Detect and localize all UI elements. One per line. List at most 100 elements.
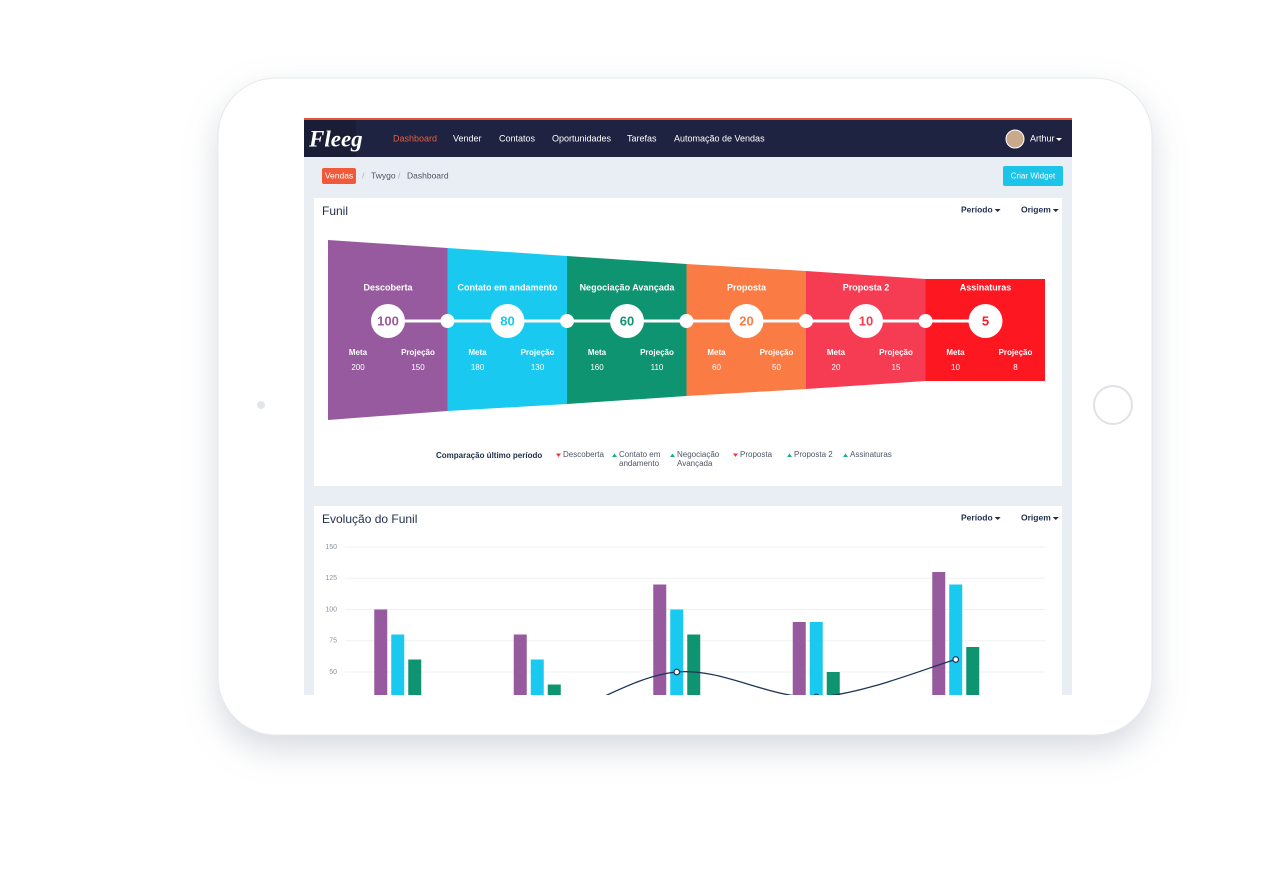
separator: / — [362, 170, 365, 180]
caret — [994, 209, 1001, 212]
projection-value: 15 — [892, 363, 901, 372]
button-label[interactable]: Criar Widget — [1011, 172, 1056, 181]
line-point — [673, 668, 681, 676]
bar — [966, 647, 980, 695]
nav-item[interactable]: Tarefas — [627, 133, 657, 143]
meta-value: 180 — [471, 363, 485, 372]
arrow-up — [843, 453, 848, 457]
stage-name: Proposta — [727, 282, 767, 292]
caret — [1052, 517, 1059, 520]
logo-box — [304, 120, 356, 157]
avatar[interactable] — [1005, 129, 1025, 149]
stage-dot — [440, 314, 455, 328]
stage-dot — [799, 314, 813, 328]
filter[interactable]: Período — [961, 204, 993, 214]
bar — [949, 584, 963, 695]
bar — [513, 634, 527, 695]
meta-value: 20 — [832, 363, 841, 372]
stage-circle — [729, 304, 764, 338]
y-tick-label: 100 — [325, 606, 337, 613]
projection-label: Projeção — [521, 348, 555, 357]
bar — [792, 622, 806, 695]
projection-value: 50 — [772, 363, 781, 372]
projection-value: 8 — [1013, 363, 1018, 372]
nav-item[interactable]: Vender — [453, 133, 482, 143]
comparison-label: Avançada — [677, 459, 713, 468]
caret — [1052, 209, 1059, 212]
filter[interactable]: Período — [961, 512, 993, 522]
arrow-down — [733, 453, 738, 457]
line-point — [952, 656, 960, 663]
bar — [408, 659, 422, 695]
filter[interactable]: Origem — [1021, 512, 1051, 522]
caret — [1056, 138, 1062, 141]
stage-value: 20 — [739, 313, 753, 328]
logo[interactable]: Fleeg — [308, 126, 363, 151]
line-point — [813, 693, 819, 695]
stage-circle — [849, 304, 883, 338]
nav-item[interactable]: Contatos — [499, 133, 536, 143]
stage-name: Assinaturas — [960, 282, 1012, 292]
separator: / — [398, 170, 401, 180]
nav-item[interactable]: Oportunidades — [552, 133, 612, 143]
filter[interactable]: Origem — [1021, 204, 1051, 214]
stage-circle — [490, 304, 525, 338]
bar — [530, 659, 544, 695]
projection-value: 150 — [411, 363, 425, 372]
comparison-label: Contato em — [619, 450, 661, 459]
projection-value: 130 — [531, 363, 545, 372]
breadcrumb-tag[interactable] — [322, 168, 356, 184]
y-tick-label: 50 — [329, 669, 337, 676]
stage-circle — [371, 304, 405, 338]
stage-value: 10 — [859, 313, 873, 328]
button[interactable] — [1003, 166, 1063, 186]
meta-label: Meta — [349, 348, 368, 357]
home-button[interactable] — [1093, 385, 1133, 425]
y-tick-label: 125 — [325, 575, 337, 582]
stage-name: Negociação Avançada — [580, 282, 676, 292]
meta-label: Meta — [468, 348, 487, 357]
nav-item[interactable]: Automação de Vendas — [674, 133, 765, 143]
bar — [809, 622, 823, 695]
user-name[interactable]: Arthur — [1030, 133, 1055, 143]
stage-name: Descoberta — [363, 282, 413, 292]
stage-value: 80 — [500, 313, 514, 328]
meta-value: 60 — [712, 363, 721, 372]
arrow-up — [787, 453, 792, 457]
meta-label: Meta — [827, 348, 846, 357]
meta-label: Meta — [946, 348, 965, 357]
stage-circle — [968, 304, 1003, 338]
comparison-label: Proposta 2 — [794, 450, 833, 459]
meta-label: Meta — [707, 348, 726, 357]
stage-circle — [610, 304, 644, 338]
meta-value: 200 — [351, 363, 365, 372]
stage-dot — [918, 314, 933, 328]
meta-value: 160 — [590, 363, 604, 372]
comparison-title: Comparação último período — [436, 451, 542, 460]
projection-label: Projeção — [401, 348, 435, 357]
bar — [687, 634, 701, 695]
stage-value: 60 — [620, 313, 634, 328]
y-tick-label: 150 — [325, 544, 337, 551]
breadcrumb-item: Dashboard — [407, 170, 449, 180]
comparison-label: Proposta — [740, 450, 773, 459]
camera — [257, 401, 265, 409]
breadcrumb-item[interactable]: Vendas — [325, 170, 353, 180]
bar — [374, 609, 388, 695]
breadcrumb-item[interactable]: Twygo — [371, 170, 396, 180]
comparison-label: Negociação — [677, 450, 720, 459]
meta-label: Meta — [588, 348, 607, 357]
top-stripe — [304, 118, 1072, 120]
bar — [670, 609, 684, 695]
caret — [994, 517, 1001, 520]
projection-label: Projeção — [760, 348, 794, 357]
arrow-up — [670, 453, 675, 457]
panel-title: Funil — [322, 204, 348, 218]
stage-name: Contato em andamento — [457, 282, 558, 292]
stage-dot — [679, 314, 694, 328]
nav-item[interactable]: Dashboard — [393, 133, 437, 143]
projection-label: Projeção — [999, 348, 1033, 357]
projection-label: Projeção — [640, 348, 674, 357]
